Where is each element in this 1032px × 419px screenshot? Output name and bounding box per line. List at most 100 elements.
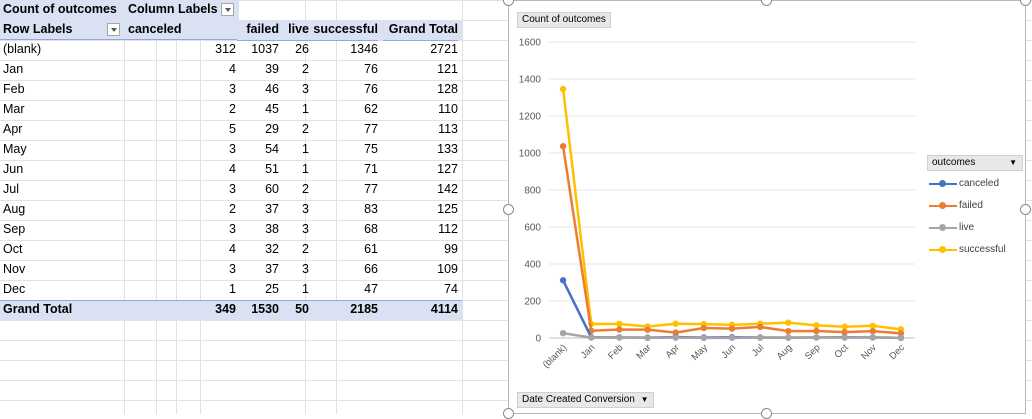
value-cell: 1 xyxy=(229,282,236,296)
row-label: Aug xyxy=(3,202,26,216)
pivot-data-row[interactable]: Jul 3 60 2 77 142 xyxy=(0,180,462,200)
pivot-data-row[interactable]: Dec 1 25 1 47 74 xyxy=(0,280,462,300)
value-cell: 349 xyxy=(215,302,236,316)
legend-dot-marker xyxy=(939,224,946,231)
data-point-successful[interactable] xyxy=(559,85,567,93)
value-field-button[interactable]: Count of outcomes xyxy=(517,12,611,28)
y-tick-label: 1600 xyxy=(519,38,542,49)
data-point-failed[interactable] xyxy=(559,142,567,150)
data-point-successful[interactable] xyxy=(672,320,679,327)
value-cell: 2 xyxy=(302,242,309,256)
series-line-failed[interactable] xyxy=(561,145,902,335)
data-point-live[interactable] xyxy=(644,334,651,342)
value-cell: 32 xyxy=(265,242,279,256)
x-tick-label: Nov xyxy=(859,342,879,362)
data-point-successful[interactable] xyxy=(841,323,848,330)
data-point-live[interactable] xyxy=(756,334,764,341)
data-point-live[interactable] xyxy=(588,334,595,341)
series-live[interactable] xyxy=(559,329,905,342)
data-point-live[interactable] xyxy=(700,334,708,342)
data-point-failed[interactable] xyxy=(644,326,651,333)
data-point-failed[interactable] xyxy=(700,324,708,332)
data-point-live[interactable] xyxy=(672,334,679,341)
pivot-data-row[interactable]: Apr 5 29 2 77 113 xyxy=(0,120,462,140)
y-tick-label: 400 xyxy=(524,260,541,271)
value-cell: 1530 xyxy=(251,302,279,316)
value-cell: 3 xyxy=(229,262,236,276)
pivot-data-row[interactable]: Sep 3 38 3 68 112 xyxy=(0,220,462,240)
value-cell: 142 xyxy=(437,182,458,196)
data-point-successful[interactable] xyxy=(616,320,623,328)
pivot-chart[interactable]: Count of outcomes 0 200 400 600 800 1000 1200 1… xyxy=(503,0,1031,419)
pivot-data-row[interactable]: Oct 4 32 2 61 99 xyxy=(0,240,462,260)
pivot-grand-total-row[interactable]: Grand Total 349 1530 50 2185 4114 xyxy=(0,300,462,321)
pivot-data-row[interactable]: Aug 2 37 3 83 125 xyxy=(0,200,462,220)
pivot-value-field-label[interactable]: Count of outcomes xyxy=(0,0,124,20)
pivot-data-row[interactable]: Jan 4 39 2 76 121 xyxy=(0,60,462,80)
pivot-column-labels-header[interactable]: Column Labels xyxy=(124,0,239,20)
value-cell: 76 xyxy=(364,62,378,76)
pivot-row-labels-header[interactable]: Row Labels xyxy=(0,20,124,40)
value-cell: 133 xyxy=(437,142,458,156)
data-point-successful[interactable] xyxy=(813,322,820,329)
data-point-live[interactable] xyxy=(841,334,848,341)
data-point-live[interactable] xyxy=(559,329,567,337)
value-cell: 54 xyxy=(265,142,279,156)
pivot-data-row[interactable]: Feb 3 46 3 76 128 xyxy=(0,80,462,100)
row-background xyxy=(0,300,462,321)
pivot-column-header: failed xyxy=(237,20,279,41)
value-cell: 47 xyxy=(364,282,378,296)
pivot-data-row[interactable]: Mar 2 45 1 62 110 xyxy=(0,100,462,120)
row-labels-filter-dropdown-icon[interactable] xyxy=(107,23,120,36)
value-cell: 76 xyxy=(364,82,378,96)
legend-item-canceled[interactable]: canceled xyxy=(927,176,1023,192)
value-cell: 66 xyxy=(364,262,378,276)
row-label: Jul xyxy=(3,182,19,196)
data-point-failed[interactable] xyxy=(869,327,876,335)
chart-resize-handle-right[interactable] xyxy=(1020,204,1031,215)
legend-item-successful[interactable]: successful xyxy=(927,242,1023,258)
data-point-live[interactable] xyxy=(897,334,905,342)
data-point-failed[interactable] xyxy=(672,329,679,336)
value-cell: 110 xyxy=(438,102,458,116)
legend-item-failed[interactable]: failed xyxy=(927,198,1023,214)
pivot-data-row[interactable]: (blank) 312 1037 26 1346 2721 xyxy=(0,40,462,60)
gridlines xyxy=(549,41,915,339)
data-point-live[interactable] xyxy=(813,334,820,341)
chart-resize-handle-left[interactable] xyxy=(503,204,514,215)
data-point-failed[interactable] xyxy=(785,327,792,335)
series-failed[interactable] xyxy=(559,142,905,337)
pivot-data-row[interactable]: May 3 54 1 75 133 xyxy=(0,140,462,160)
row-label: Oct xyxy=(3,242,23,256)
data-point-failed[interactable] xyxy=(813,327,820,335)
value-cell: 113 xyxy=(438,122,458,136)
data-point-successful[interactable] xyxy=(785,319,792,326)
axis-field-button[interactable]: Date Created Conversion ▼ xyxy=(517,392,654,408)
data-point-failed[interactable] xyxy=(756,323,764,331)
data-point-live[interactable] xyxy=(728,334,736,342)
data-point-successful[interactable] xyxy=(869,322,876,329)
legend-field-button[interactable]: outcomes ▼ xyxy=(927,155,1023,171)
legend-item-live[interactable]: live xyxy=(927,220,1023,236)
data-point-failed[interactable] xyxy=(841,328,848,336)
series-successful[interactable] xyxy=(559,85,905,333)
pivot-data-row[interactable]: Jun 4 51 1 71 127 xyxy=(0,160,462,180)
value-cell: 75 xyxy=(364,142,378,156)
column-labels-text: Column Labels xyxy=(128,2,218,16)
value-cell: 109 xyxy=(437,262,458,276)
value-cell: 4114 xyxy=(430,302,458,316)
data-point-live[interactable] xyxy=(869,334,876,341)
data-point-canceled[interactable] xyxy=(559,277,567,284)
column-labels-filter-dropdown-icon[interactable] xyxy=(221,3,234,16)
legend-dot-marker xyxy=(939,202,946,209)
data-point-failed[interactable] xyxy=(616,326,623,333)
data-point-live[interactable] xyxy=(616,334,623,341)
data-point-failed[interactable] xyxy=(728,325,736,332)
pivot-data-row[interactable]: Nov 3 37 3 66 109 xyxy=(0,260,462,280)
pivot-header-row: Row Labels canceled failed live successful G… xyxy=(0,20,462,41)
data-point-failed[interactable] xyxy=(897,330,905,337)
value-cell: 1 xyxy=(302,162,309,176)
axis-field-dropdown-icon: ▼ xyxy=(640,395,649,404)
data-point-live[interactable] xyxy=(785,334,792,341)
series-line-successful[interactable] xyxy=(561,88,902,331)
